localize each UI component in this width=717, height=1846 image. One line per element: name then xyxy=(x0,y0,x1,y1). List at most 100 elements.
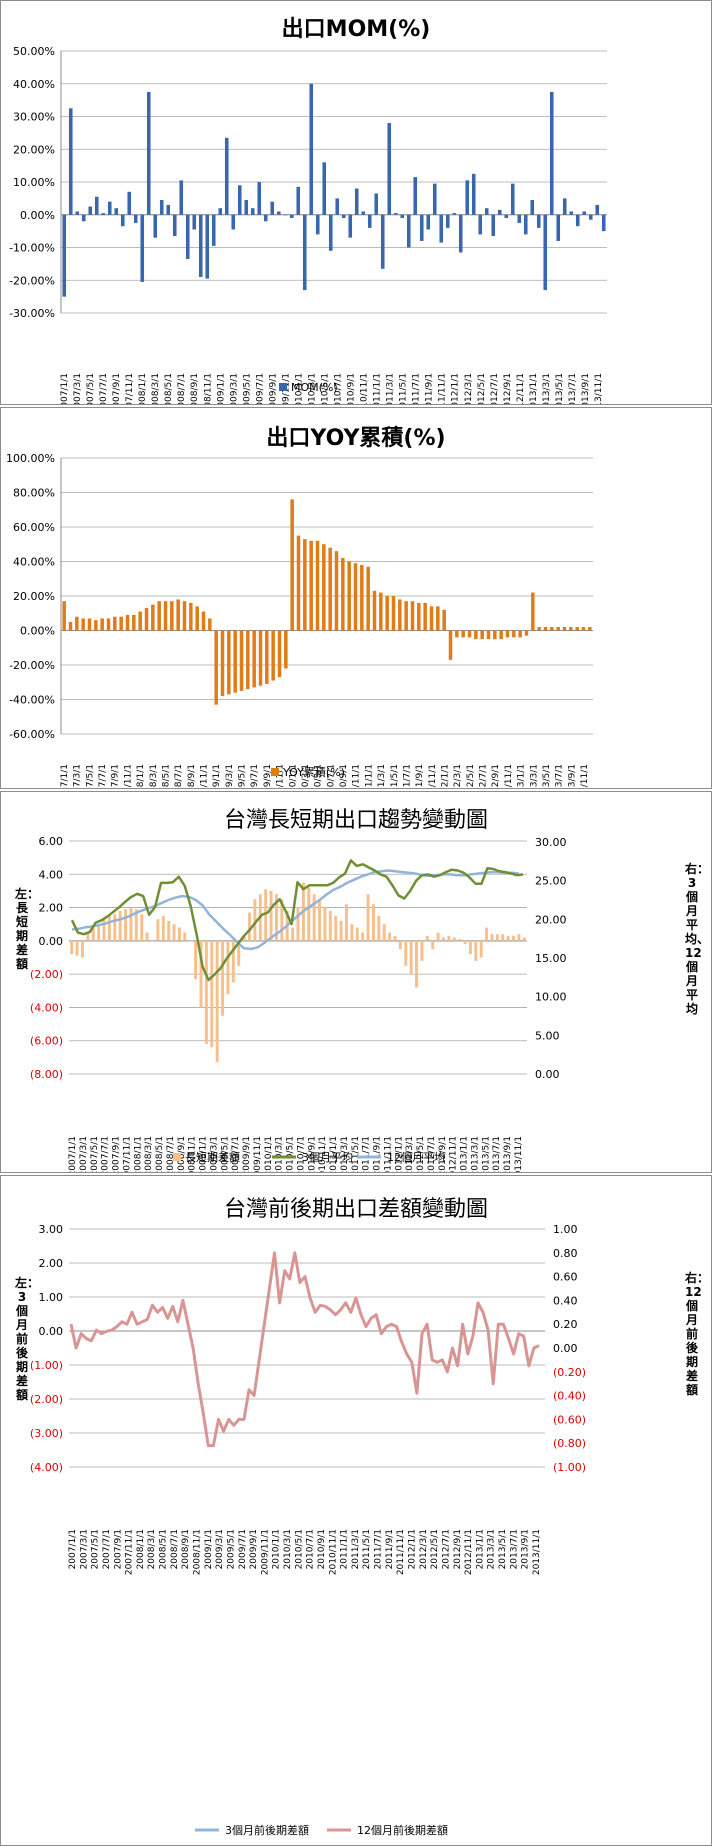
mom-bar xyxy=(205,214,210,279)
x-tick-label: 2010/11/1 xyxy=(328,1529,338,1575)
yoy-bar xyxy=(265,630,269,684)
x-tick-label: 2013/5/1 xyxy=(555,373,565,404)
mom-bar xyxy=(426,214,431,230)
yoy-bar xyxy=(138,611,142,631)
mom-bar xyxy=(244,200,249,215)
mom-bar xyxy=(218,208,223,215)
x-tick-label: 2011/5/1 xyxy=(351,1136,361,1172)
yoy-bar xyxy=(252,630,256,688)
mom-bar xyxy=(523,214,528,235)
mom-bar xyxy=(549,91,554,215)
y-tick-label: (2.00) xyxy=(30,1393,63,1406)
gap-bar xyxy=(334,915,338,941)
x-tick-label: 2009/7/1 xyxy=(250,764,260,788)
yoy-bar xyxy=(360,564,364,631)
gap-bar xyxy=(323,907,327,941)
yoy-bar xyxy=(404,601,408,631)
x-tick-label: 2013/9/1 xyxy=(581,373,591,404)
x-tick-label: 2012/7/1 xyxy=(490,373,500,404)
x-tick-label: 2007/1/1 xyxy=(68,1529,78,1569)
y2-tick-label: (0.40) xyxy=(553,1390,586,1403)
legend-label: 3個月前後期差額 xyxy=(225,1823,309,1837)
x-tick-label: 2008/1/1 xyxy=(136,764,146,788)
x-tick-label: 2008/11/1 xyxy=(203,373,213,404)
x-tick-label: 2011/5/1 xyxy=(399,373,409,404)
x-tick-label: 2008/5/1 xyxy=(155,1136,165,1172)
mom-bar xyxy=(341,214,346,219)
x-tick-label: 2011/1/1 xyxy=(340,1529,350,1569)
gap-bar xyxy=(140,914,144,941)
gap-bar xyxy=(248,912,251,941)
yoy-bar xyxy=(296,535,301,631)
trend-chart: 6.00 4.00 2.00 0.00 (2.00) (4.00) (6.00) (8.00)… xyxy=(30,835,567,1172)
x-tick-label: 2009/1/1 xyxy=(204,1529,214,1569)
legend-swatch xyxy=(271,768,279,776)
yoy-bar xyxy=(467,630,472,638)
x-tick-label: 2010/7/1 xyxy=(326,764,336,788)
x-tick-label: 2011/3/1 xyxy=(351,1529,361,1569)
x-tick-label: 2007/3/1 xyxy=(73,764,83,788)
gap-bar xyxy=(425,935,429,941)
x-tick-label: 2008/5/1 xyxy=(159,1529,169,1569)
x-tick-label: 2007/3/1 xyxy=(73,373,83,404)
mom-bar xyxy=(166,204,171,215)
mom-bar xyxy=(192,214,197,230)
mom-bar xyxy=(419,214,424,241)
y-tick-label: (6.00) xyxy=(30,1035,63,1048)
mom-bar xyxy=(302,214,307,291)
gap-bar xyxy=(415,940,419,988)
x-tick-label: 2013/5/1 xyxy=(542,764,552,788)
yoy-bar xyxy=(214,630,218,705)
x-tick-label: 2012/5/1 xyxy=(466,764,476,788)
gap-bar xyxy=(215,940,219,1063)
yoy-bar xyxy=(290,499,294,631)
yoy-bar xyxy=(550,627,554,631)
yoy-bar xyxy=(461,630,465,638)
gap-bar xyxy=(350,924,354,941)
yoy-bar xyxy=(448,630,453,660)
x-tick-label: 2007/9/1 xyxy=(113,1529,123,1569)
mom-chart-panel: 出口MOM(%) 50.00% 40.00% 30.00% 20.00% 10.00% 0… xyxy=(0,0,712,405)
gap-bar xyxy=(172,924,176,941)
x-tick-label: 2012/3/1 xyxy=(453,764,463,788)
yoy-bar xyxy=(366,566,370,631)
yoy-bar xyxy=(562,627,567,631)
yoy-bar xyxy=(524,630,529,636)
x-tick-label: 2009/9/1 xyxy=(263,764,273,788)
x-tick-label: 2011/1/1 xyxy=(329,1136,339,1172)
legend-swatch xyxy=(279,383,287,391)
mom-bar xyxy=(504,214,509,219)
yoy-bar xyxy=(455,630,459,638)
x-tick-label: 2009/5/1 xyxy=(220,1136,230,1172)
x-tick-label: 2010/7/1 xyxy=(296,1136,306,1172)
mom-bar xyxy=(263,214,268,222)
y-tick-label: 30.00% xyxy=(13,111,55,124)
gap-bar xyxy=(393,935,397,941)
yoy-bar xyxy=(391,596,396,631)
x-tick-label: 2009/5/1 xyxy=(238,764,248,788)
x-tick-label: 2007/7/1 xyxy=(99,373,109,404)
mom-bar xyxy=(140,214,145,282)
gap-bar xyxy=(291,927,295,941)
x-tick-label: 2008/1/1 xyxy=(133,1136,143,1172)
y-tick-label: -20.00% xyxy=(9,659,55,672)
x-tick-label: 2012/9/1 xyxy=(491,764,501,788)
x-tick-label: 2012/5/1 xyxy=(416,1136,426,1172)
gap-bar xyxy=(70,940,74,955)
x-tick-label: 2013/3/1 xyxy=(542,373,552,404)
x-tick-label: 2007/9/1 xyxy=(112,1136,122,1172)
yoy-bar xyxy=(277,630,282,678)
yoy-bar xyxy=(284,630,288,669)
mom-bar xyxy=(211,214,216,246)
x-tick-label: 2008/11/1 xyxy=(188,1136,198,1172)
yoy-bar xyxy=(75,616,79,631)
x-tick-label: 2011/11/1 xyxy=(428,764,438,788)
x-tick-label: 2007/11/1 xyxy=(125,1529,135,1575)
yoy-bar xyxy=(385,596,389,631)
mom-bar xyxy=(172,214,177,237)
x-tick-label: 2013/9/1 xyxy=(503,1136,513,1172)
mom-bar xyxy=(179,180,184,215)
x-tick-label: 2011/9/1 xyxy=(415,764,425,788)
gap-bar xyxy=(237,940,241,966)
mom-bar xyxy=(439,214,444,243)
